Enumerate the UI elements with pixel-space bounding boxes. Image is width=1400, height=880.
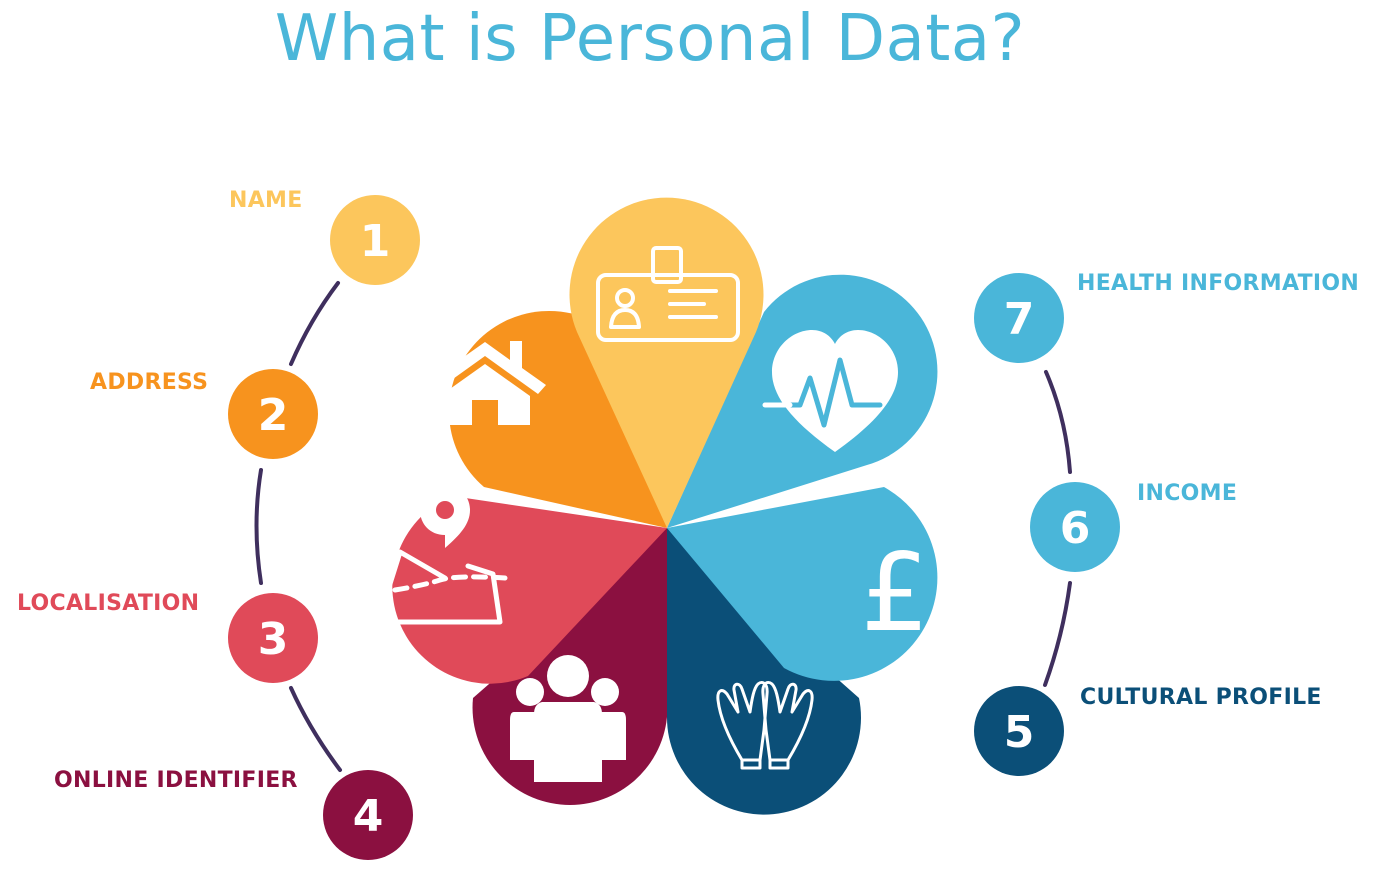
map-pin-icon bbox=[375, 485, 508, 625]
number-circle-3[interactable]: 3 bbox=[228, 593, 318, 683]
label-online-identifier: ONLINE IDENTIFIER bbox=[54, 768, 298, 793]
people-group-icon bbox=[510, 655, 626, 782]
id-badge-icon bbox=[596, 246, 740, 342]
connector-arc-3-4 bbox=[289, 686, 342, 772]
svg-text:4: 4 bbox=[353, 791, 384, 842]
label-address: ADDRESS bbox=[90, 370, 209, 395]
connector-arc-1-2 bbox=[289, 281, 340, 366]
label-localisation: LOCALISATION bbox=[17, 591, 200, 616]
label-income: INCOME bbox=[1137, 481, 1238, 506]
connector-arc-2-3 bbox=[254, 468, 263, 585]
petals bbox=[392, 197, 938, 815]
number-circles: 1 2 3 4 5 6 7 bbox=[228, 195, 1120, 860]
left-connector-arcs bbox=[254, 281, 342, 772]
number-circle-5[interactable]: 5 bbox=[974, 686, 1064, 776]
number-circle-1[interactable]: 1 bbox=[330, 195, 420, 285]
petal-name[interactable] bbox=[569, 197, 764, 529]
svg-text:2: 2 bbox=[258, 390, 289, 441]
house-icon bbox=[424, 341, 546, 425]
heart-pulse-icon bbox=[762, 330, 898, 452]
connector-arc-6-5 bbox=[1043, 581, 1072, 687]
number-circle-7[interactable]: 7 bbox=[974, 273, 1064, 363]
number-circle-6[interactable]: 6 bbox=[1030, 482, 1120, 572]
svg-text:3: 3 bbox=[258, 614, 289, 665]
pound-sign-icon: £ bbox=[861, 531, 930, 656]
svg-text:5: 5 bbox=[1004, 707, 1035, 758]
right-connector-arcs bbox=[1043, 370, 1072, 687]
svg-text:7: 7 bbox=[1004, 294, 1035, 345]
praying-hands-icon bbox=[716, 680, 814, 770]
label-cultural-profile: CULTURAL PROFILE bbox=[1080, 685, 1322, 710]
number-circle-4[interactable]: 4 bbox=[323, 770, 413, 860]
petal-income[interactable] bbox=[667, 487, 938, 681]
number-circle-2[interactable]: 2 bbox=[228, 369, 318, 459]
connector-arc-7-6 bbox=[1044, 370, 1072, 474]
page-title: What is Personal Data? bbox=[274, 2, 1026, 76]
petal-cultural-profile[interactable] bbox=[666, 528, 861, 815]
svg-text:6: 6 bbox=[1060, 503, 1091, 554]
svg-text:1: 1 bbox=[360, 216, 391, 267]
petal-localisation[interactable] bbox=[392, 496, 667, 684]
label-name: NAME bbox=[229, 188, 303, 213]
label-health-information: HEALTH INFORMATION bbox=[1077, 271, 1360, 296]
